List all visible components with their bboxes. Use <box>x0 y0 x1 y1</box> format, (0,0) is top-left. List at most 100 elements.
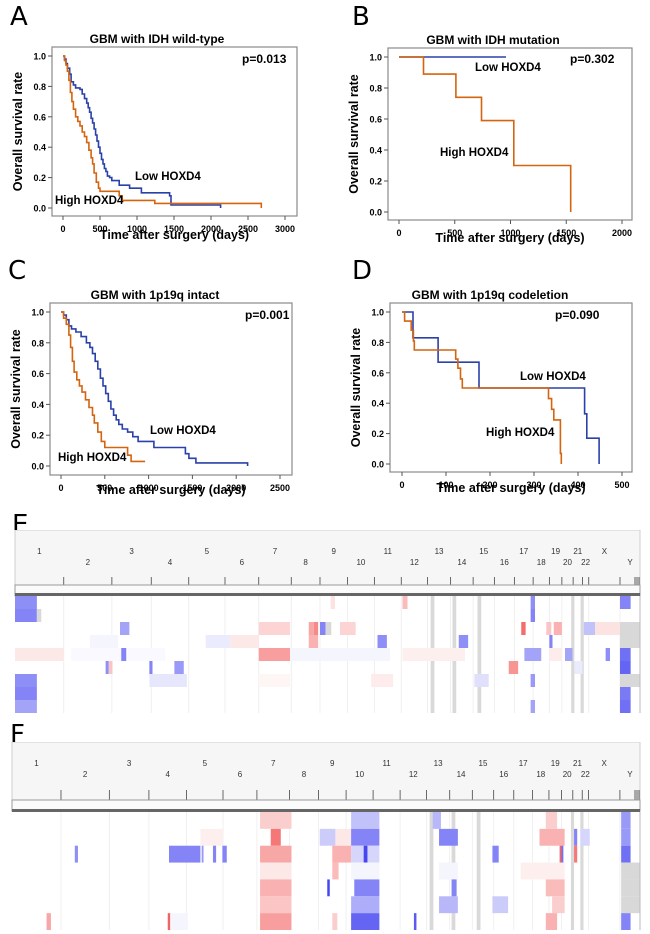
chromosome-label: X <box>602 547 608 556</box>
cnv-segment <box>605 648 610 661</box>
cnv-segment <box>332 845 352 863</box>
plot-frame <box>49 302 293 476</box>
chromosome-label: 13 <box>434 759 443 768</box>
chromosome-label: Y <box>627 770 633 779</box>
cnv-segment <box>121 648 127 661</box>
cnv-segment <box>621 862 640 880</box>
cnv-segment <box>332 913 338 930</box>
series-label: High HOXD4 <box>55 195 124 207</box>
cnv-segment <box>621 845 631 863</box>
chromosome-label: 1 <box>37 547 42 556</box>
cnv-segment <box>621 879 640 897</box>
cnv-segment <box>205 635 231 648</box>
plot-frame <box>51 46 298 217</box>
cnv-segment <box>402 596 408 609</box>
y-tick-label: 1.0 <box>31 308 44 318</box>
x-tick-label: 500 <box>614 480 629 490</box>
cnv-segment <box>222 845 227 863</box>
km-chart-a: GBM with IDH wild-type p=0.013 0.0 0.2 0.4 0.… <box>11 32 298 242</box>
x-tick-label: 1000 <box>500 228 520 238</box>
x-tick-label: 400 <box>570 480 585 490</box>
chromosome-label: 12 <box>409 770 418 779</box>
cnv-segment <box>170 913 188 930</box>
cnv-segment <box>530 674 535 687</box>
no-data-column <box>571 596 575 713</box>
chromosome-label: 9 <box>332 547 337 556</box>
cnv-segment <box>201 845 204 863</box>
cnv-segment <box>15 687 37 700</box>
chromosome-label: 9 <box>330 759 335 768</box>
chromosome-label: 4 <box>166 770 171 779</box>
cnv-segment <box>621 896 640 914</box>
series-label: High HOXD4 <box>486 427 555 439</box>
cnv-segment <box>377 635 387 648</box>
cnv-segment <box>351 828 380 846</box>
cnv-segment <box>15 674 37 687</box>
chromosome-label: 8 <box>302 770 307 779</box>
cnv-segment <box>340 622 356 635</box>
chromosome-label: 15 <box>479 547 488 556</box>
p-value-annotation: p=0.090 <box>555 308 600 322</box>
series-label: Low HOXD4 <box>135 171 201 183</box>
cnv-segment <box>363 845 368 863</box>
cnv-segment <box>508 661 519 674</box>
y-tick-label: 0.8 <box>371 338 384 348</box>
chromosome-label: 2 <box>86 558 91 567</box>
y-tick-label: 0.8 <box>369 84 382 94</box>
chromosome-label: 21 <box>573 547 582 556</box>
survival-curve-low-hoxd4 <box>61 311 249 466</box>
cnv-segment <box>260 862 292 880</box>
cnv-segment <box>308 635 319 648</box>
x-tick-label: 100 <box>438 480 453 490</box>
cnv-segment <box>258 622 290 635</box>
chromosome-label: 12 <box>410 558 419 567</box>
y-tick-label: 0.8 <box>33 82 46 92</box>
cnv-segment <box>351 812 380 829</box>
cnv-segment <box>530 596 535 609</box>
cnv-segment <box>371 674 394 687</box>
cnv-segment <box>520 862 565 880</box>
chromosome-label: 8 <box>303 558 308 567</box>
cnv-segment <box>545 913 558 930</box>
cnv-segment <box>15 700 37 713</box>
x-tick-label: 2500 <box>238 224 258 234</box>
y-axis-label: Overall survival rate <box>9 329 23 449</box>
survival-curve-high-hoxd4 <box>402 311 563 464</box>
km-chart-b: GBM with IDH mutation p=0.302 0.0 0.2 0.4 0.6… <box>347 33 633 245</box>
cnv-segment <box>492 896 509 914</box>
panel-letter-c: C <box>8 256 27 286</box>
cnv-segment <box>327 879 330 897</box>
cnv-segment <box>290 648 390 661</box>
chromosome-label: 4 <box>168 558 173 567</box>
km-chart-d: GBM with 1p19q codeletion p=0.090 0.0 0.2 0.… <box>349 288 633 495</box>
chromosome-label: 15 <box>479 759 488 768</box>
cnv-segment <box>120 622 130 635</box>
x-tick-label: 2500 <box>270 483 290 493</box>
cnv-segment <box>620 674 640 687</box>
y-tick-label: 0.0 <box>33 204 46 214</box>
cnv-segment <box>458 635 469 648</box>
x-tick-label: 1500 <box>182 483 202 493</box>
separator-bar <box>15 593 640 596</box>
chromosome-label: 11 <box>382 759 391 768</box>
chromosome-label: 5 <box>203 759 208 768</box>
cnv-segment <box>15 596 37 609</box>
chromosome-header <box>11 742 641 801</box>
chromosome-label: 1 <box>34 759 39 768</box>
cnv-segment <box>320 622 326 635</box>
cnv-segment <box>524 648 542 661</box>
separator-bar <box>12 809 640 812</box>
x-tick-label: 3000 <box>275 224 295 234</box>
y-tick-label: 0.4 <box>371 399 384 409</box>
cnv-segment <box>492 845 499 863</box>
p-value-annotation: p=0.302 <box>570 52 615 66</box>
x-tick-label: 500 <box>97 483 112 493</box>
chromosome-label: Y <box>627 558 633 567</box>
cnv-segment <box>308 622 314 635</box>
chromosome-label: 20 <box>563 770 572 779</box>
cnv-segment <box>620 596 631 609</box>
cnv-segment <box>260 845 292 863</box>
cnv-segment <box>561 845 564 863</box>
